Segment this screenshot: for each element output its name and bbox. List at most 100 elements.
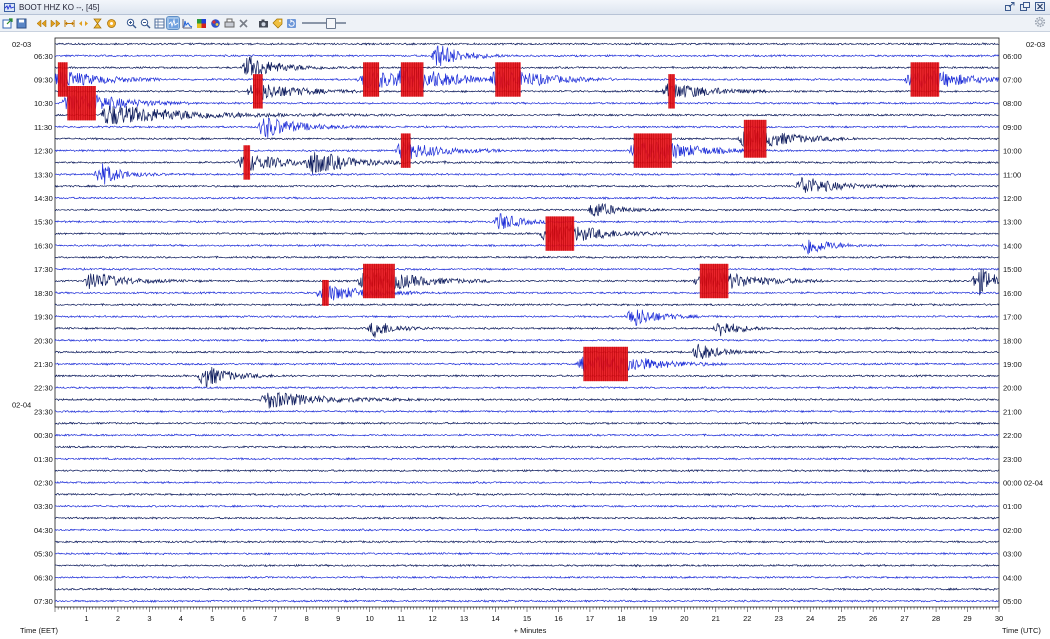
color-icon	[210, 18, 220, 28]
x-tick-label: 27	[900, 614, 908, 623]
title-bar: BOOT HHZ KO --, [45]	[0, 0, 1050, 15]
clipped-event	[495, 62, 521, 97]
trace-line	[54, 224, 999, 243]
fast-forward-button[interactable]	[49, 17, 61, 29]
trace-line	[54, 492, 999, 497]
right-time-label: 03:00	[1003, 550, 1022, 559]
export-button[interactable]	[1, 17, 13, 29]
rewind-button[interactable]	[35, 17, 47, 29]
trace-line	[55, 45, 999, 67]
trace-line	[55, 409, 999, 414]
right-time-label: 09:00	[1003, 123, 1022, 132]
save-button[interactable]	[15, 17, 27, 29]
left-time-label: 00:30	[34, 431, 53, 440]
clipped-event	[668, 74, 675, 109]
trace-line	[54, 177, 999, 193]
spectrum-icon	[182, 18, 192, 28]
left-time-label: 19:30	[34, 313, 53, 322]
center-button[interactable]	[77, 17, 89, 29]
trace-line	[54, 42, 999, 46]
left-time-label: 06:30	[34, 52, 53, 61]
x-axis-label-center: + Minutes	[514, 626, 547, 635]
helicorder-plot: 06:30 09:30 10:30 11:30 12:30 13:30 14:30 15:30…	[0, 33, 1050, 639]
x-tick-label: 25	[837, 614, 845, 623]
trace-line	[54, 268, 999, 296]
trace-line	[54, 433, 999, 437]
right-time-label: 21:00	[1003, 407, 1022, 416]
camera-button[interactable]	[257, 17, 269, 29]
print-button[interactable]	[223, 17, 235, 29]
helicorder-chart[interactable]: 06:30 09:30 10:30 11:30 12:30 13:30 14:30 15:30…	[0, 33, 1050, 639]
colormap-icon	[196, 18, 206, 28]
left-time-label: 10:30	[34, 99, 53, 108]
right-time-label: 10:00	[1003, 147, 1022, 156]
waveform-button[interactable]	[166, 16, 180, 30]
filter-button[interactable]	[105, 17, 117, 29]
left-time-label: 07:30	[34, 597, 53, 606]
trace-line	[54, 239, 999, 255]
save-icon	[16, 18, 26, 28]
trace-line	[54, 385, 999, 390]
zoom-in-icon	[126, 18, 136, 28]
x-tick-label: 22	[743, 614, 751, 623]
left-time-label: 15:30	[34, 218, 53, 227]
left-time-label: 22:30	[34, 384, 53, 393]
trace-line	[54, 539, 999, 544]
left-time-label: 05:30	[34, 550, 53, 559]
fit-button[interactable]	[63, 17, 75, 29]
fast-forward-icon	[50, 18, 60, 28]
right-time-label: 02:00	[1003, 526, 1022, 535]
right-date-label: 02-03	[1026, 40, 1045, 49]
trace-line	[54, 563, 999, 568]
left-time-label: 20:30	[34, 336, 53, 345]
x-tick-label: 4	[179, 614, 183, 623]
refresh-icon	[286, 18, 296, 28]
settings-button[interactable]	[1034, 16, 1046, 30]
zoom-slider-thumb[interactable]	[326, 18, 336, 29]
zoom-slider-track	[302, 22, 346, 24]
trace-line	[54, 480, 999, 485]
trace-line	[54, 468, 999, 473]
maximize-button[interactable]	[1019, 1, 1031, 12]
gear-icon	[1034, 16, 1046, 28]
left-time-label: 23:30	[34, 407, 53, 416]
plot-frame	[54, 37, 1000, 608]
zoom-in-button[interactable]	[125, 17, 137, 29]
right-time-label: 04:00	[1003, 573, 1022, 582]
close-button[interactable]	[1034, 1, 1046, 12]
left-time-label: 06:30	[34, 573, 53, 582]
trace-line	[54, 338, 999, 343]
waveform-icon	[168, 17, 178, 28]
tag-button[interactable]	[271, 17, 283, 29]
zoom-out-button[interactable]	[139, 17, 151, 29]
clear-button[interactable]	[237, 17, 249, 29]
spectrum-button[interactable]	[181, 17, 193, 29]
right-time-label: 15:00	[1003, 265, 1022, 274]
right-time-label: 18:00	[1003, 336, 1022, 345]
clipped-event	[58, 62, 68, 97]
right-time-label: 17:00	[1003, 313, 1022, 322]
right-time-label: 05:00	[1003, 597, 1022, 606]
colormap-button[interactable]	[195, 17, 207, 29]
trace-line	[54, 366, 999, 388]
x-tick-label: 16	[554, 614, 562, 623]
trace-line	[54, 285, 999, 301]
trace-line	[54, 106, 999, 125]
undock-button[interactable]	[1004, 1, 1016, 12]
x-tick-label: 29	[963, 614, 971, 623]
x-tick-label: 17	[586, 614, 594, 623]
trace-line	[54, 322, 999, 338]
clipped-event	[633, 133, 672, 168]
clipped-event	[700, 263, 729, 299]
table-button[interactable]	[153, 17, 165, 29]
refresh-button[interactable]	[285, 17, 297, 29]
x-tick-label: 1	[84, 614, 88, 623]
left-time-label: 04:30	[34, 526, 53, 535]
color-button[interactable]	[209, 17, 221, 29]
clipped-event	[401, 133, 411, 168]
hourglass-button[interactable]	[91, 17, 103, 29]
app-icon	[4, 2, 15, 12]
trace-line	[54, 129, 999, 149]
zoom-slider[interactable]	[302, 17, 346, 29]
